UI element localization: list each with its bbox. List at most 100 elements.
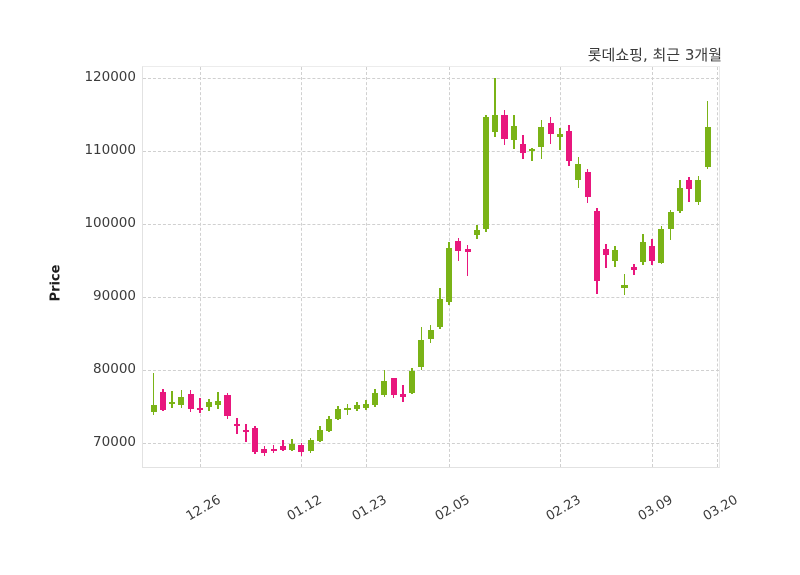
candle-body <box>529 148 536 151</box>
candle-body <box>492 114 499 133</box>
candle-body <box>658 228 665 263</box>
candle-body <box>446 248 453 302</box>
candle-body <box>381 380 388 396</box>
candle-body <box>455 240 462 252</box>
candle-body <box>335 409 342 419</box>
x-tick-01.12: 01.12 <box>285 492 325 525</box>
candle-body <box>316 430 323 442</box>
candle-body <box>556 134 563 138</box>
gridline-x-02.23 <box>559 67 561 467</box>
candle-body <box>307 440 314 451</box>
gridline-x-01.12 <box>301 67 303 467</box>
candle-body <box>621 284 628 288</box>
candle-wick <box>531 148 533 162</box>
candle-wick <box>466 244 469 277</box>
candle-body <box>196 407 203 410</box>
candle-body <box>279 445 286 450</box>
gridline-y-120000 <box>143 77 719 79</box>
candle-body <box>612 250 619 261</box>
candle-body <box>418 339 425 368</box>
candle-body <box>704 126 711 168</box>
candle-body <box>224 395 231 416</box>
candle-body <box>362 403 370 408</box>
plot-area <box>142 66 720 468</box>
candle-body <box>261 448 268 453</box>
gridline-x-03.20 <box>716 67 718 467</box>
candle-wick <box>217 392 220 410</box>
gridline-y-80000 <box>143 370 719 372</box>
gridline-y-100000 <box>143 224 719 226</box>
y-tick-110000: 110000 <box>84 142 136 159</box>
candle-body <box>584 172 591 198</box>
candle-body <box>547 122 554 134</box>
candle-body <box>538 126 545 148</box>
y-axis-label: Price <box>48 264 64 302</box>
candle-body <box>649 246 656 261</box>
candle-wick <box>494 77 497 138</box>
candle-body <box>205 402 213 407</box>
x-tick-02.23: 02.23 <box>543 492 584 525</box>
candle-body <box>399 394 406 398</box>
candle-body <box>695 179 702 203</box>
candle-body <box>372 392 379 406</box>
candle-body <box>289 444 296 450</box>
candle-body <box>676 188 683 211</box>
candle-wick <box>402 384 404 403</box>
candle-body <box>667 212 674 230</box>
candle-body <box>169 401 176 404</box>
candle-body <box>298 444 305 453</box>
candle-body <box>436 298 443 328</box>
candle-body <box>630 266 637 271</box>
y-tick-100000: 100000 <box>84 215 136 232</box>
candle-body <box>473 229 480 236</box>
x-tick-01.23: 01.23 <box>349 492 390 525</box>
candle-wick <box>623 273 626 296</box>
candle-body <box>159 392 166 410</box>
candle-body <box>482 117 490 230</box>
candle-body <box>353 404 360 410</box>
candle-body <box>464 248 471 252</box>
candle-body <box>270 448 277 452</box>
candle-body <box>326 419 333 431</box>
candle-body <box>519 144 526 153</box>
candle-body <box>233 424 240 427</box>
candle-body <box>344 407 351 410</box>
candle-body <box>501 114 508 139</box>
candle-wick <box>198 398 201 413</box>
y-tick-80000: 80000 <box>93 361 136 378</box>
candle-body <box>639 242 647 263</box>
x-tick-02.05: 02.05 <box>432 492 473 525</box>
chart-title: 롯데쇼핑, 최근 3개월 <box>587 46 722 64</box>
candle-body <box>566 131 573 162</box>
candle-body <box>427 330 434 339</box>
candle-body <box>510 126 517 141</box>
candle-body <box>686 179 693 190</box>
gridline-x-12.26 <box>199 67 201 467</box>
x-tick-03.20: 03.20 <box>700 492 741 525</box>
candle-body <box>575 164 582 180</box>
candle-body <box>602 248 610 255</box>
gridline-y-70000 <box>143 443 719 445</box>
candle-body <box>593 210 600 282</box>
candle-body <box>150 404 157 412</box>
x-tick-12.26: 12.26 <box>183 492 224 525</box>
candle-body <box>215 401 222 405</box>
candle-body <box>187 393 194 410</box>
candle-wick <box>605 243 607 268</box>
candle-wick <box>171 390 173 409</box>
candle-body <box>390 378 397 396</box>
candle-body <box>252 428 259 453</box>
candle-body <box>409 371 416 393</box>
candle-wick <box>688 176 690 203</box>
candle-wick <box>245 424 247 442</box>
y-tick-90000: 90000 <box>93 288 136 305</box>
gridline-x-01.23 <box>365 67 367 467</box>
candle-body <box>242 429 249 432</box>
y-tick-120000: 120000 <box>84 68 136 85</box>
gridline-y-90000 <box>143 297 719 299</box>
gridline-x-03.09 <box>652 67 654 467</box>
candle-body <box>178 397 185 406</box>
candle-wick <box>152 372 155 415</box>
gridline-y-110000 <box>143 151 719 153</box>
